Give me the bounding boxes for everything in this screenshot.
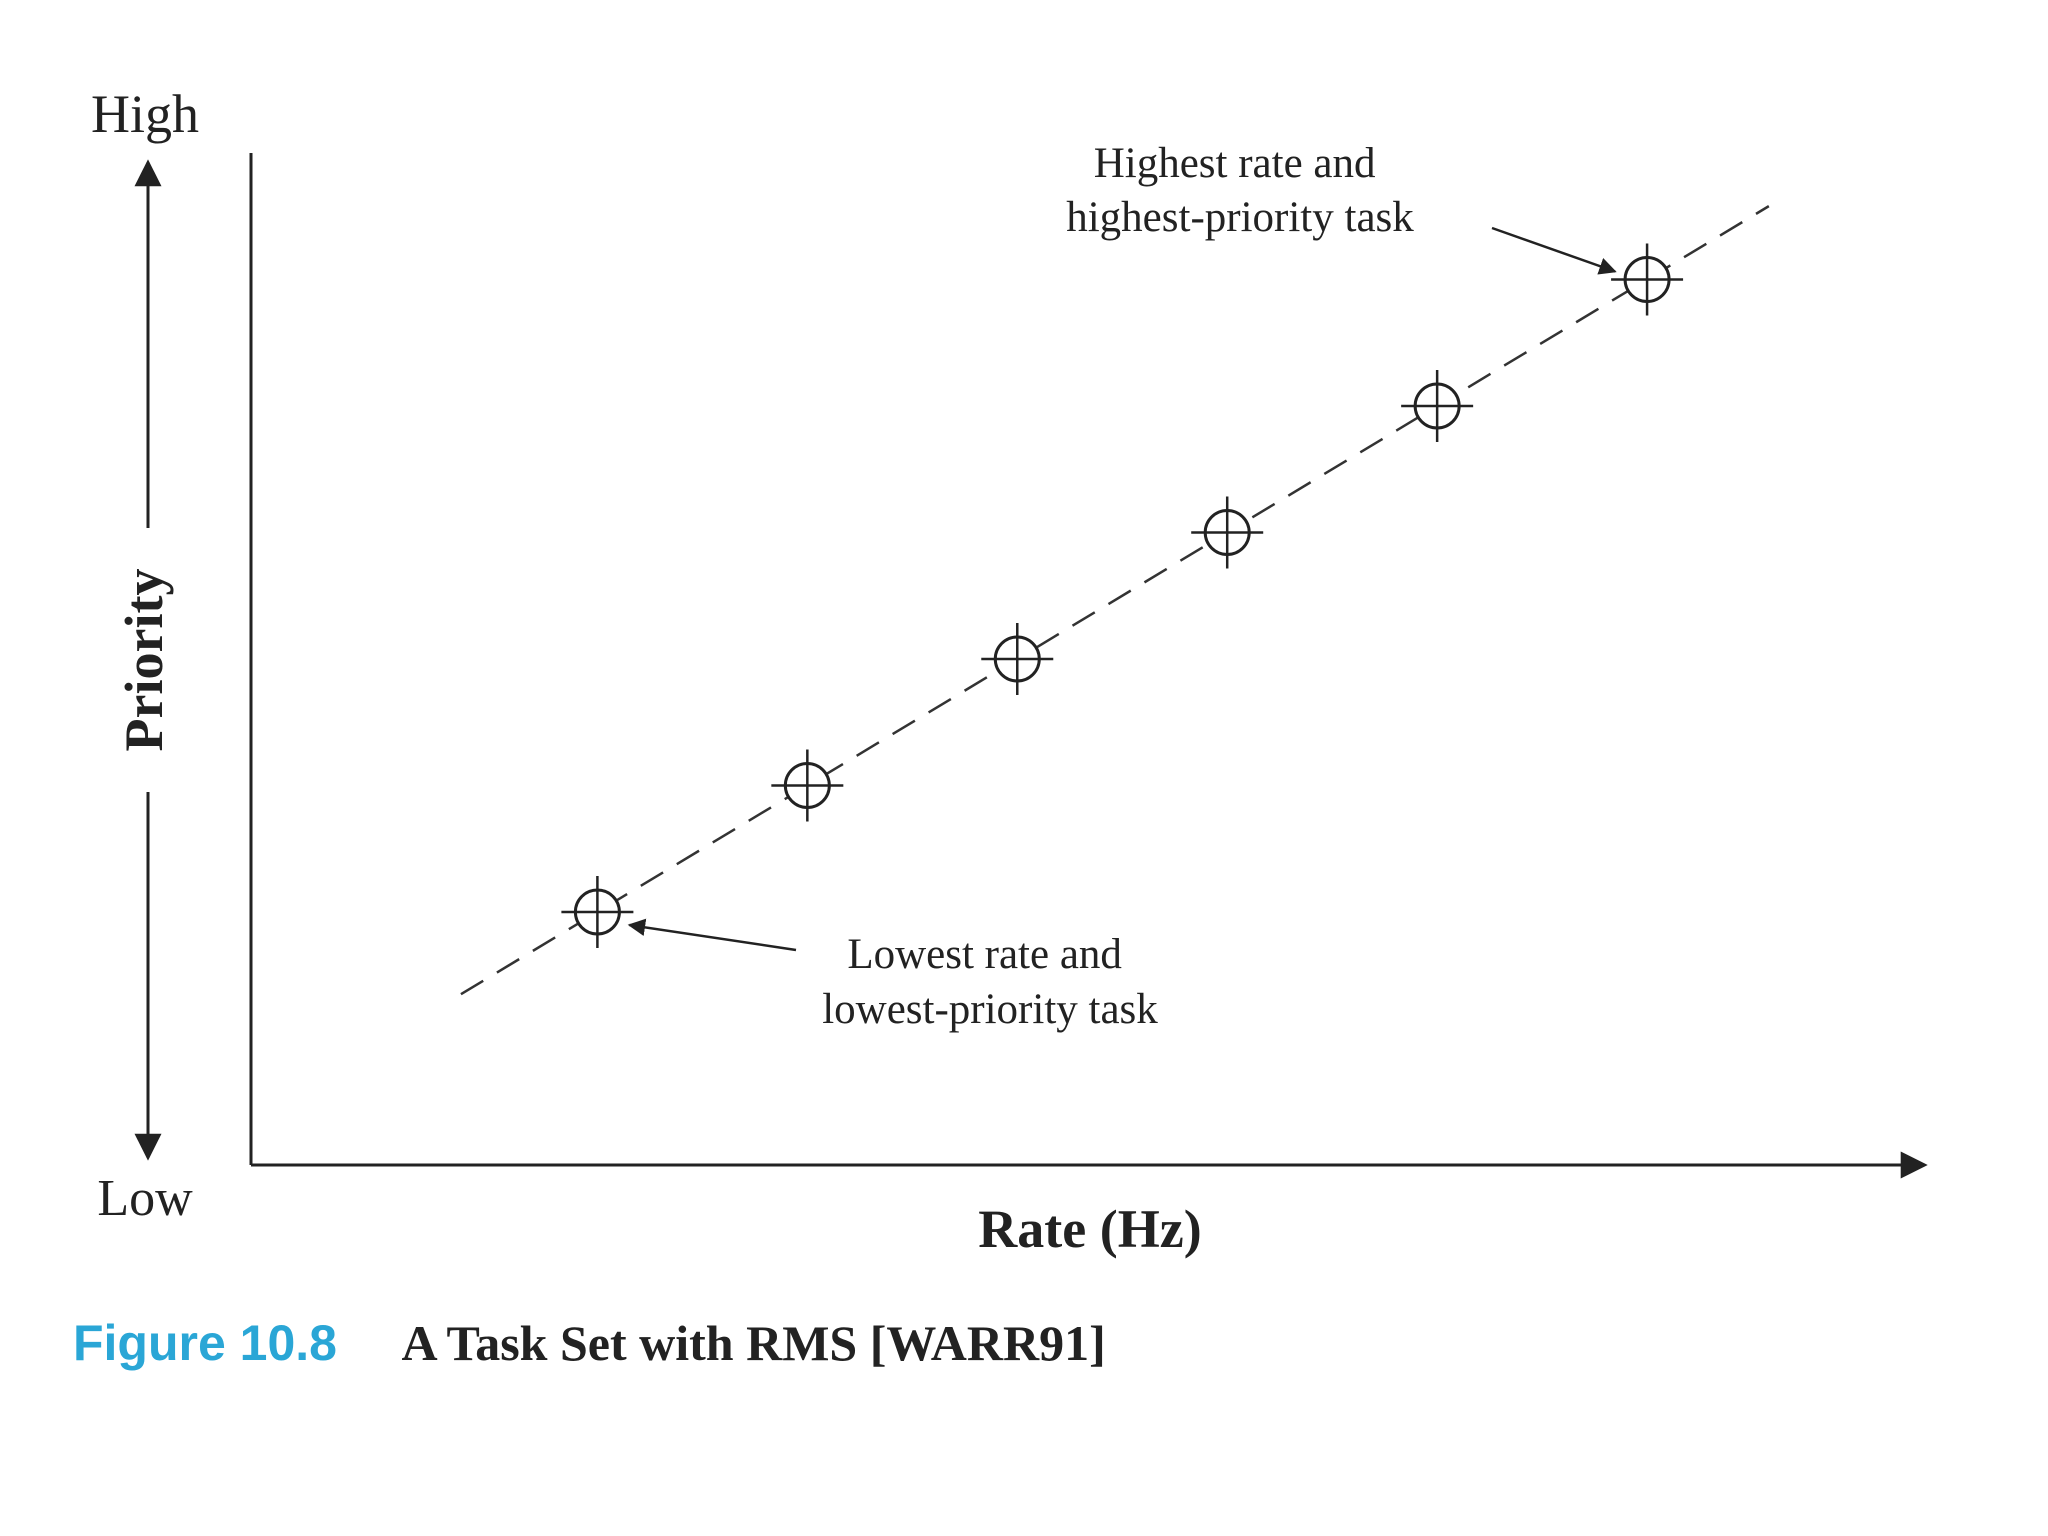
y-high-label: High xyxy=(91,84,199,144)
data-point xyxy=(771,749,844,822)
annotation-highest-arrow xyxy=(1491,226,1617,275)
trend-line xyxy=(460,205,1770,996)
data-point xyxy=(1191,496,1264,569)
annotation-lowest-arrow xyxy=(627,918,797,952)
plot-area xyxy=(460,205,1770,996)
figure-title: A Task Set with RMS [WARR91] xyxy=(402,1315,1106,1371)
figure-number: Figure 10.8 xyxy=(73,1315,337,1371)
annotation-lowest: Lowest rate and lowest-priority task xyxy=(822,931,1158,1033)
data-point xyxy=(1611,243,1684,316)
data-point xyxy=(981,623,1054,695)
x-axis-label: Rate (Hz) xyxy=(978,1199,1201,1259)
annotation-highest: Highest rate and highest-priority task xyxy=(1066,140,1414,241)
y-low-label: Low xyxy=(97,1170,193,1227)
data-point xyxy=(561,876,634,948)
annotation-highest-line-2: highest-priority task xyxy=(1066,194,1414,241)
annotation-highest-line-1: Highest rate and xyxy=(1094,140,1376,187)
annotation-lowest-line-2: lowest-priority task xyxy=(822,986,1158,1033)
annotation-lowest-line-1: Lowest rate and xyxy=(847,931,1122,978)
figure-caption: Figure 10.8 A Task Set with RMS [WARR91] xyxy=(73,1315,1106,1371)
y-axis-label: Priority xyxy=(114,569,174,752)
data-point xyxy=(1401,370,1474,442)
